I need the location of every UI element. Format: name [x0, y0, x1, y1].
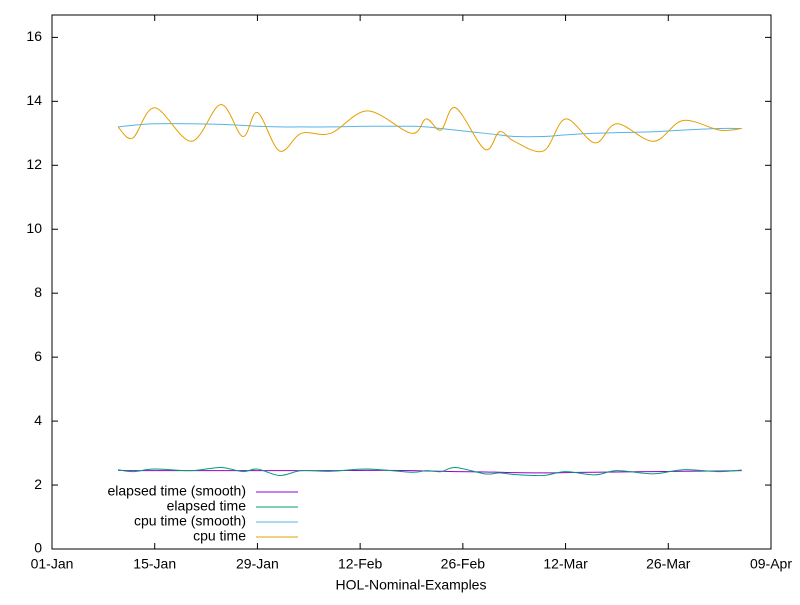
legend-label: elapsed time: [167, 498, 247, 514]
y-tick-label: 6: [34, 348, 42, 364]
y-tick-label: 2: [34, 476, 42, 492]
x-tick-label: 12-Feb: [338, 556, 383, 572]
x-tick-label: 26-Mar: [646, 556, 691, 572]
y-tick-label: 10: [26, 220, 42, 236]
x-tick-label: 01-Jan: [31, 556, 74, 572]
legend-label: cpu time (smooth): [134, 513, 246, 529]
y-tick-label: 12: [26, 156, 42, 172]
y-tick-label: 16: [26, 28, 42, 44]
legend-label: elapsed time (smooth): [107, 483, 246, 499]
x-tick-label: 29-Jan: [236, 556, 279, 572]
x-axis-label: HOL-Nominal-Examples: [336, 577, 487, 593]
legend-label: cpu time: [193, 528, 246, 544]
y-tick-label: 14: [26, 92, 42, 108]
series-line: [117, 104, 742, 153]
plot-border: [51, 14, 772, 550]
x-tick-label: 09-Apr: [750, 556, 792, 572]
series-line: [117, 123, 742, 138]
y-tick-label: 8: [34, 284, 42, 300]
x-tick-label: 12-Mar: [543, 556, 588, 572]
series-line: [117, 466, 742, 477]
y-tick-label: 0: [34, 540, 42, 556]
y-tick-label: 4: [34, 412, 42, 428]
x-tick-label: 15-Jan: [133, 556, 176, 572]
x-tick-label: 26-Feb: [441, 556, 486, 572]
